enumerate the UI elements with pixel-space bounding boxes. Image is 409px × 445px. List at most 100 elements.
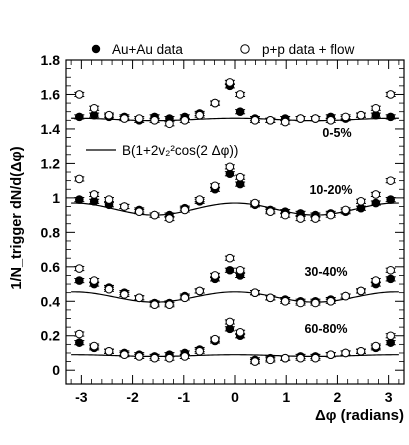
data-point-open xyxy=(165,300,174,310)
band-labels: 0-5% 10-20% 30-40% 60-80% xyxy=(304,126,352,336)
band-label-0-5: 0-5% xyxy=(322,126,351,140)
series-3 xyxy=(74,162,396,223)
data-point-open xyxy=(165,214,174,223)
data-point-open xyxy=(150,353,159,363)
data-point-open xyxy=(180,293,190,303)
data-point-open xyxy=(75,329,84,339)
data-point-open xyxy=(195,110,204,120)
data-point-open xyxy=(296,298,305,308)
data-point-open xyxy=(371,276,381,285)
data-point-open xyxy=(210,271,220,280)
data-point-open xyxy=(120,114,129,123)
data-point-open xyxy=(104,346,114,356)
data-point-open xyxy=(280,210,290,220)
data-point-open xyxy=(280,117,290,127)
data-point-open xyxy=(120,350,129,360)
band-label-10-20: 10-20% xyxy=(309,183,352,197)
data-point-open xyxy=(250,288,260,297)
data-point-filled xyxy=(386,112,395,122)
data-point-open xyxy=(150,116,159,125)
plot-area: -3 -2 -1 0 1 2 3 0 0.2 0.4 0.6 0.8 1 1.2 1.4 1.6 1.8 xyxy=(41,52,405,405)
data-point-open xyxy=(195,346,204,356)
data-point-open xyxy=(104,110,114,120)
data-point-open xyxy=(356,197,366,206)
data-point-open xyxy=(386,265,395,275)
band-label-30-40: 30-40% xyxy=(304,265,347,279)
data-point-open xyxy=(235,172,245,182)
data-point-open xyxy=(75,264,84,273)
y-tick-label: 1.6 xyxy=(41,86,61,102)
data-point-open xyxy=(311,114,320,123)
data-point-open xyxy=(235,265,245,275)
series-7 xyxy=(74,317,396,366)
data-point-filled xyxy=(75,112,84,122)
data-point-open xyxy=(280,353,290,363)
x-tick-label: -1 xyxy=(178,389,191,405)
x-tick-label: 0 xyxy=(231,389,239,405)
y-tick-label: 0.6 xyxy=(41,259,61,275)
data-point-open xyxy=(326,296,336,306)
data-point-open xyxy=(75,90,84,99)
y-axis-label: 1/N_trigger dN/d(Δφ) xyxy=(9,146,25,289)
data-point-open xyxy=(311,214,320,223)
data-point-open xyxy=(195,195,204,204)
data-point-filled xyxy=(75,276,84,285)
data-point-open xyxy=(235,327,245,337)
x-tick-label: 3 xyxy=(385,389,393,405)
data-point-open xyxy=(311,298,320,308)
data-point-open xyxy=(266,207,275,216)
data-point-filled xyxy=(371,198,381,208)
data-point-filled xyxy=(235,107,245,117)
x-tick-label: -2 xyxy=(126,389,139,405)
x-tick-label: -3 xyxy=(75,389,88,405)
data-point-open xyxy=(326,116,336,125)
data-point-open xyxy=(326,210,336,220)
data-point-open xyxy=(120,202,129,211)
data-point-open xyxy=(89,103,99,113)
data-point-open xyxy=(210,98,220,108)
curve-legend-label: B(1+2v₂²cos(2 Δφ)) xyxy=(122,143,238,158)
y-tick-label: 1.8 xyxy=(41,52,61,68)
data-point-open xyxy=(341,291,350,301)
data-point-filled xyxy=(225,265,235,275)
data-point-open xyxy=(371,103,381,113)
data-point-open xyxy=(180,352,190,361)
data-point-open xyxy=(210,334,220,344)
data-point-open xyxy=(150,210,159,220)
data-point-open xyxy=(180,116,190,125)
data-point-filled xyxy=(386,274,395,284)
y-tick-label: 0 xyxy=(52,362,60,378)
data-point-open xyxy=(250,357,260,366)
data-point-open xyxy=(280,296,290,306)
data-point-open xyxy=(266,355,275,365)
data-point-filled xyxy=(75,195,84,204)
legend-filled-label: Au+Au data xyxy=(112,42,183,57)
data-point-open xyxy=(165,353,174,363)
plot-frame xyxy=(65,59,405,385)
y-tick-label: 0.4 xyxy=(41,293,61,309)
data-point-open xyxy=(356,346,366,356)
data-point-open xyxy=(386,176,395,185)
data-point-open xyxy=(371,341,381,351)
data-point-open xyxy=(89,190,99,199)
data-point-open xyxy=(150,300,159,310)
data-point-open xyxy=(225,317,235,327)
legend-open-marker xyxy=(240,44,250,54)
x-tick-label: 2 xyxy=(334,389,342,405)
data-point-open xyxy=(341,112,350,122)
data-point-open xyxy=(89,341,99,351)
data-point-open xyxy=(225,78,235,87)
y-tick-label: 0.8 xyxy=(41,224,61,240)
data-point-open xyxy=(134,114,144,123)
x-axis-label: Δφ (radians) xyxy=(315,407,404,424)
data-point-open xyxy=(134,352,144,361)
band-label-60-80: 60-80% xyxy=(304,322,347,336)
data-point-open xyxy=(75,174,84,184)
y-tick-label: 0.2 xyxy=(41,328,61,344)
data-point-open xyxy=(165,119,174,129)
y-tick-label: 1.4 xyxy=(41,121,61,137)
data-point-open xyxy=(225,253,235,263)
data-point-open xyxy=(296,214,305,223)
data-point-filled xyxy=(75,338,84,347)
